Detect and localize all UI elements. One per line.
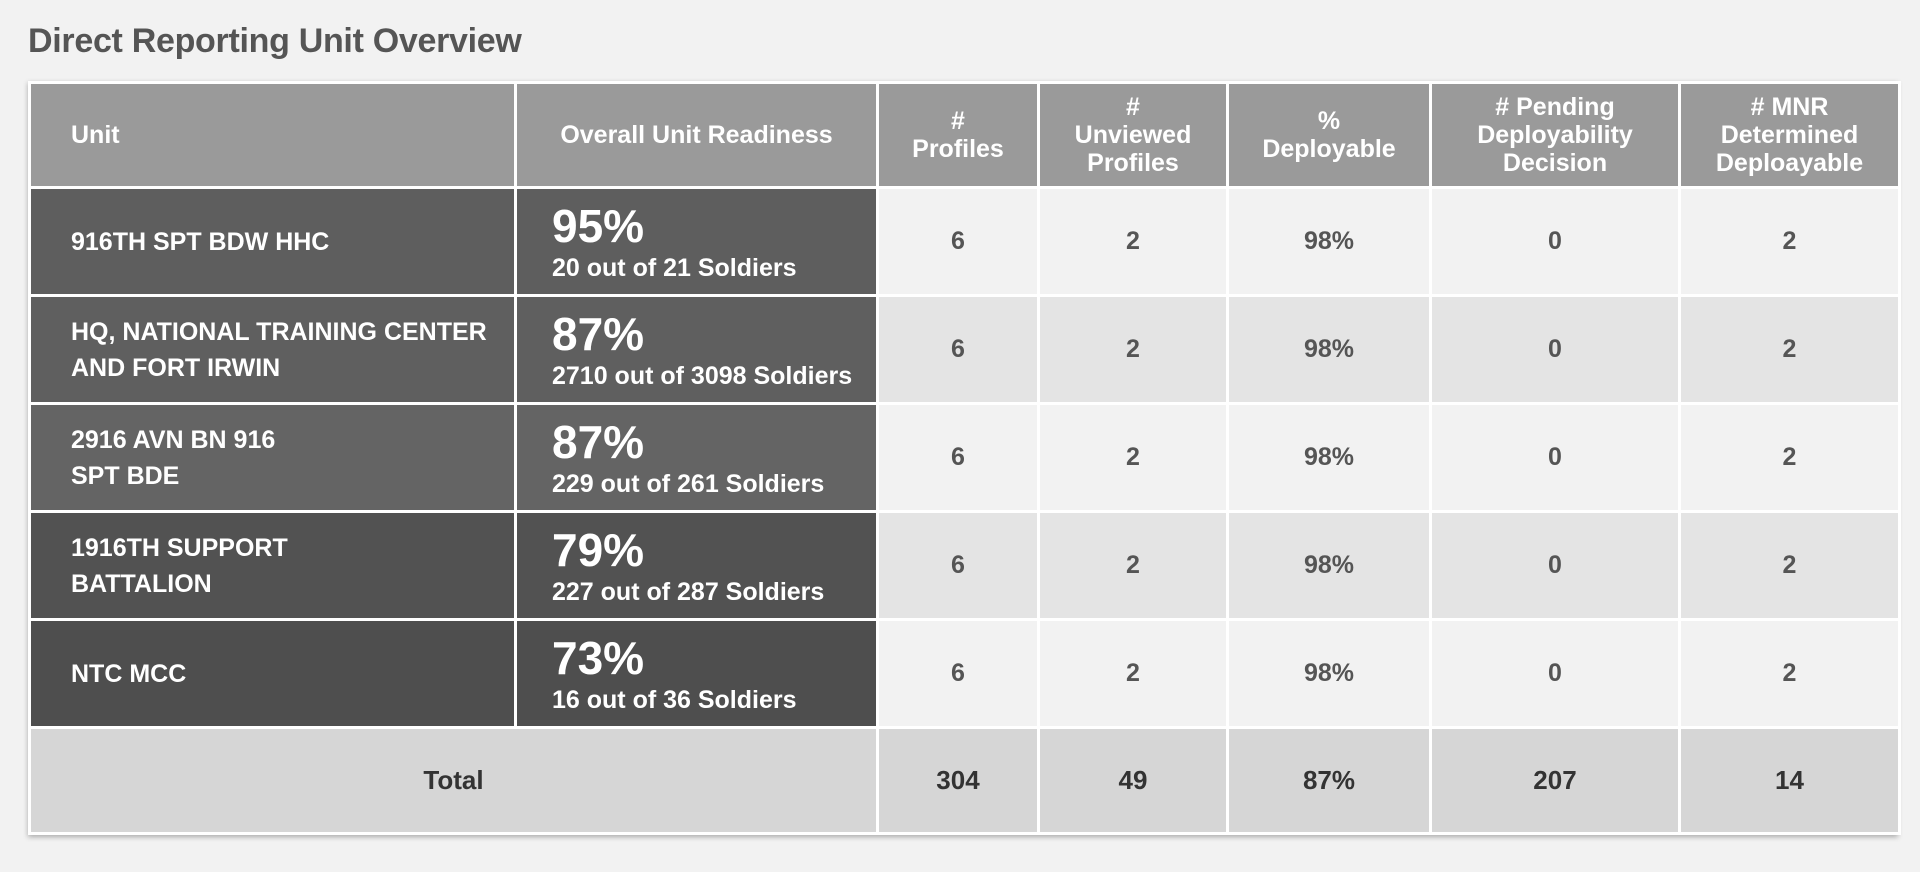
total-profiles: 304	[876, 726, 1040, 835]
mnr-deployable-count: 2	[1678, 618, 1901, 729]
table-row[interactable]: 2916 AVN BN 916 SPT BDE 87% 229 out of 2…	[28, 402, 1901, 513]
profiles-count: 6	[876, 618, 1040, 729]
header-mnr-deployable[interactable]: # MNR Determined Deploayable	[1678, 81, 1901, 189]
unit-name-cell[interactable]: 2916 AVN BN 916 SPT BDE	[28, 402, 517, 513]
header-mnr-line: Determined	[1720, 121, 1859, 149]
page-title: Direct Reporting Unit Overview	[28, 22, 522, 60]
readiness-cell[interactable]: 87% 2710 out of 3098 Soldiers	[514, 294, 879, 405]
total-label: Total	[28, 726, 879, 835]
pending-decision-count: 0	[1429, 186, 1681, 297]
unit-overview-table: Unit Overall Unit Readiness # Profiles #…	[28, 81, 1901, 835]
pending-decision-count: 0	[1429, 402, 1681, 513]
header-unit-label: Unit	[71, 121, 120, 149]
profiles-count: 6	[876, 294, 1040, 405]
header-profiles-line: #	[951, 107, 965, 135]
readiness-cell[interactable]: 87% 229 out of 261 Soldiers	[514, 402, 879, 513]
unit-name-line: HQ, NATIONAL TRAINING CENTER	[71, 317, 487, 346]
readiness-detail: 2710 out of 3098 Soldiers	[552, 361, 853, 390]
header-pending-line: Deployability	[1477, 121, 1633, 149]
header-profiles[interactable]: # Profiles	[876, 81, 1040, 189]
table-row[interactable]: 916TH SPT BDW HHC 95% 20 out of 21 Soldi…	[28, 186, 1901, 297]
unit-name-line: NTC MCC	[71, 659, 187, 688]
header-deployable-line: Deployable	[1262, 135, 1396, 163]
mnr-deployable-count: 2	[1678, 402, 1901, 513]
mnr-deployable-count: 2	[1678, 294, 1901, 405]
header-deployable-line: %	[1317, 107, 1341, 135]
total-unviewed-profiles: 49	[1037, 726, 1229, 835]
unviewed-profiles-count: 2	[1037, 510, 1229, 621]
readiness-percent: 73%	[552, 631, 645, 684]
percent-deployable: 98%	[1226, 186, 1432, 297]
header-unviewed-profiles[interactable]: # Unviewed Profiles	[1037, 81, 1229, 189]
header-readiness[interactable]: Overall Unit Readiness	[514, 81, 879, 189]
profiles-count: 6	[876, 402, 1040, 513]
unit-name-line: 1916TH SUPPORT	[71, 533, 288, 562]
unviewed-profiles-count: 2	[1037, 186, 1229, 297]
header-pending-decision[interactable]: # Pending Deployability Decision	[1429, 81, 1681, 189]
profiles-count: 6	[876, 186, 1040, 297]
readiness-percent: 79%	[552, 523, 645, 576]
readiness-cell[interactable]: 79% 227 out of 287 Soldiers	[514, 510, 879, 621]
unviewed-profiles-count: 2	[1037, 294, 1229, 405]
readiness-percent: 95%	[552, 199, 645, 252]
pending-decision-count: 0	[1429, 510, 1681, 621]
readiness-percent: 87%	[552, 307, 645, 360]
header-pending-line: Decision	[1502, 149, 1608, 177]
total-pending-decision: 207	[1429, 726, 1681, 835]
percent-deployable: 98%	[1226, 402, 1432, 513]
percent-deployable: 98%	[1226, 510, 1432, 621]
header-profiles-line: Profiles	[912, 135, 1004, 163]
readiness-cell[interactable]: 73% 16 out of 36 Soldiers	[514, 618, 879, 729]
header-mnr-line: # MNR	[1750, 93, 1829, 121]
readiness-percent: 87%	[552, 415, 645, 468]
unit-name-cell[interactable]: NTC MCC	[28, 618, 517, 729]
percent-deployable: 98%	[1226, 618, 1432, 729]
unit-name-line: 916TH SPT BDW HHC	[71, 227, 330, 256]
header-unviewed-line: #	[1126, 93, 1140, 121]
table-row[interactable]: HQ, NATIONAL TRAINING CENTER AND FORT IR…	[28, 294, 1901, 405]
readiness-detail: 16 out of 36 Soldiers	[552, 685, 797, 714]
pending-decision-count: 0	[1429, 618, 1681, 729]
table-row[interactable]: 1916TH SUPPORT BATTALION 79% 227 out of …	[28, 510, 1901, 621]
header-pending-line: # Pending	[1495, 93, 1615, 121]
unit-name-line: 2916 AVN BN 916	[71, 425, 276, 454]
header-unviewed-line: Profiles	[1087, 149, 1179, 177]
unit-name-line: BATTALION	[71, 569, 212, 598]
header-unit[interactable]: Unit	[28, 81, 517, 189]
total-mnr-deployable: 14	[1678, 726, 1901, 835]
total-row: Total 304 49 87% 207 14	[28, 726, 1901, 835]
table-header-row: Unit Overall Unit Readiness # Profiles #…	[28, 81, 1901, 189]
header-mnr-line: Deploayable	[1715, 149, 1864, 177]
unit-name-line: SPT BDE	[71, 461, 180, 490]
unit-name-cell[interactable]: 916TH SPT BDW HHC	[28, 186, 517, 297]
unit-overview-table-container: Unit Overall Unit Readiness # Profiles #…	[28, 81, 1901, 835]
header-percent-deployable[interactable]: % Deployable	[1226, 81, 1432, 189]
table-row[interactable]: NTC MCC 73% 16 out of 36 Soldiers 6 2 98…	[28, 618, 1901, 729]
total-percent-deployable: 87%	[1226, 726, 1432, 835]
readiness-detail: 20 out of 21 Soldiers	[552, 253, 797, 282]
readiness-detail: 229 out of 261 Soldiers	[552, 469, 825, 498]
mnr-deployable-count: 2	[1678, 186, 1901, 297]
readiness-cell[interactable]: 95% 20 out of 21 Soldiers	[514, 186, 879, 297]
unit-name-cell[interactable]: HQ, NATIONAL TRAINING CENTER AND FORT IR…	[28, 294, 517, 405]
percent-deployable: 98%	[1226, 294, 1432, 405]
readiness-detail: 227 out of 287 Soldiers	[552, 577, 825, 606]
unviewed-profiles-count: 2	[1037, 402, 1229, 513]
pending-decision-count: 0	[1429, 294, 1681, 405]
mnr-deployable-count: 2	[1678, 510, 1901, 621]
header-unviewed-line: Unviewed	[1074, 121, 1192, 149]
header-readiness-label: Overall Unit Readiness	[560, 121, 833, 149]
unviewed-profiles-count: 2	[1037, 618, 1229, 729]
unit-name-line: AND FORT IRWIN	[71, 353, 281, 382]
unit-name-cell[interactable]: 1916TH SUPPORT BATTALION	[28, 510, 517, 621]
profiles-count: 6	[876, 510, 1040, 621]
